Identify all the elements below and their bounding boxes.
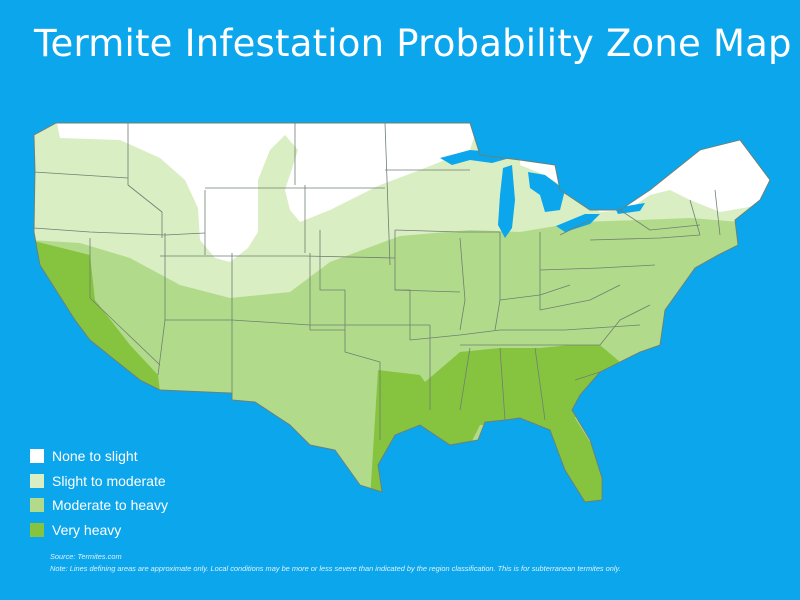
legend-label: Very heavy [52, 521, 122, 538]
lake-superior [440, 150, 510, 165]
source-note: Source: Termites.com [50, 552, 122, 561]
legend-swatch [30, 498, 44, 513]
legend-swatch [30, 449, 44, 464]
zone-very-heavy-california [34, 240, 160, 392]
legend-item-moderate-to-heavy: Moderate to heavy [30, 493, 168, 518]
page-title: Termite Infestation Probability Zone Map [34, 22, 792, 65]
great-lakes [440, 150, 645, 238]
legend-item-slight-to-moderate: Slight to moderate [30, 469, 168, 494]
footnotes: Source: Termites.com Note: Lines definin… [50, 551, 621, 575]
legend-swatch [30, 473, 44, 488]
lake-michigan [498, 165, 515, 238]
legend-label: Moderate to heavy [52, 497, 168, 514]
map-legend: None to slight Slight to moderate Modera… [30, 444, 168, 542]
legend-item-very-heavy: Very heavy [30, 518, 168, 543]
legend-label: Slight to moderate [52, 472, 166, 489]
legend-label: None to slight [52, 448, 138, 465]
lake-erie [556, 214, 600, 232]
legend-item-none-to-slight: None to slight [30, 444, 168, 469]
legend-swatch [30, 522, 44, 537]
zone-none-to-slight-north [56, 123, 480, 262]
disclaimer-note: Note: Lines defining areas are approxima… [50, 564, 621, 573]
state-borders [34, 123, 721, 440]
lake-huron [528, 172, 565, 212]
us-outline [33, 122, 771, 503]
